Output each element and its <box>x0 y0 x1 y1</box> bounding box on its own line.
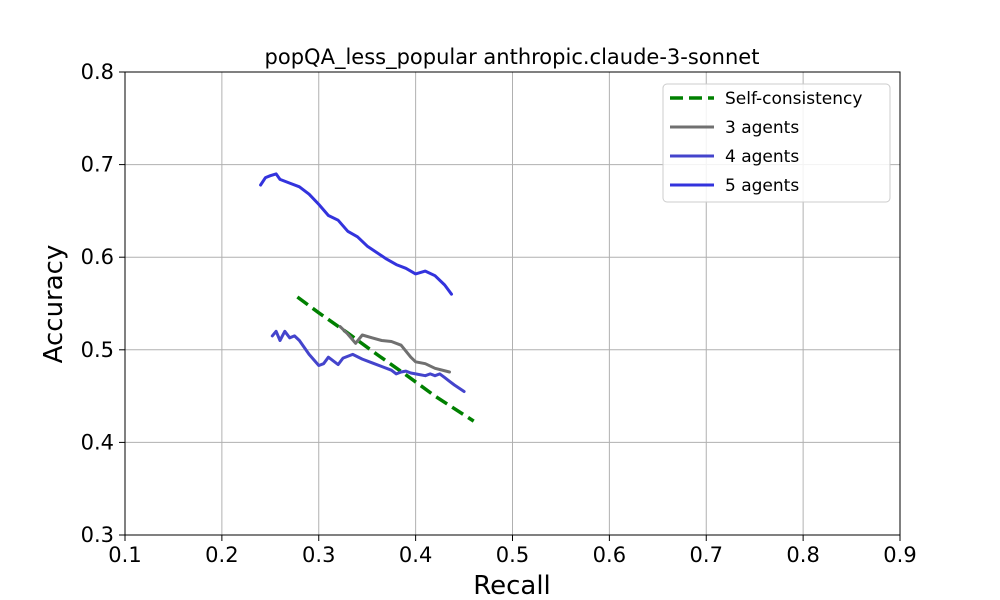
x-tick-label: 0.8 <box>786 543 819 567</box>
y-axis-label: Accuracy <box>39 245 69 364</box>
chart-title: popQA_less_popular anthropic.claude-3-so… <box>265 45 760 70</box>
x-tick-label: 0.5 <box>496 543 529 567</box>
x-tick-label: 0.3 <box>302 543 335 567</box>
x-axis-label: Recall <box>473 571 551 600</box>
legend-label-2: 3 agents <box>725 118 799 138</box>
legend-label-1: Self-consistency <box>725 89 862 109</box>
y-tick-label: 0.4 <box>81 430 114 454</box>
x-tick-label: 0.7 <box>690 543 723 567</box>
y-tick-label: 0.5 <box>81 338 114 362</box>
x-tick-label: 0.2 <box>205 543 238 567</box>
y-tick-label: 0.3 <box>81 523 114 547</box>
axis-ticks: 0.1 0.2 0.3 0.4 0.5 0.6 0.7 0.8 0.9 0.3 0.4 0.5 0.6 0… <box>81 60 917 567</box>
legend-label-4: 5 agents <box>725 176 799 196</box>
x-tick-label: 0.4 <box>399 543 432 567</box>
legend-label-3: 4 agents <box>725 147 799 167</box>
series-line-4 <box>259 172 453 296</box>
x-tick-label: 0.1 <box>108 543 141 567</box>
y-tick-label: 0.6 <box>81 245 114 269</box>
plot-series <box>259 172 475 423</box>
y-tick-label: 0.7 <box>81 153 114 177</box>
legend-box <box>662 83 891 203</box>
series-line-1 <box>296 295 475 423</box>
y-tick-label: 0.8 <box>81 60 114 84</box>
legend: Self-consistency 3 agents 4 agents 5 agents <box>662 83 891 203</box>
series-line-3 <box>270 329 466 393</box>
x-tick-label: 0.9 <box>883 543 916 567</box>
series-line-2 <box>338 325 451 374</box>
x-tick-label: 0.6 <box>593 543 626 567</box>
